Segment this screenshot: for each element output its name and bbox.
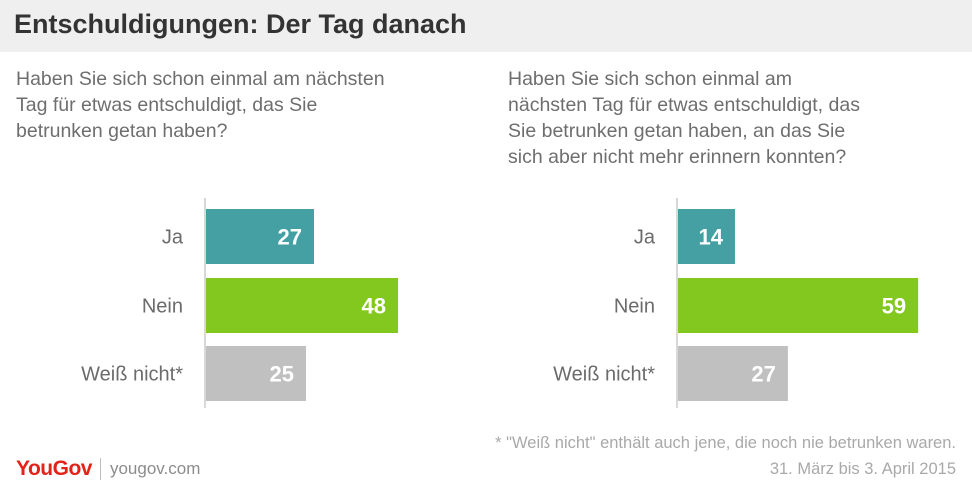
footnote: * "Weiß nicht" enthält auch jene, die no…: [495, 434, 956, 452]
category-label: Weiß nicht*: [553, 364, 655, 386]
data-label: 27: [278, 225, 302, 250]
category-label: Weiß nicht*: [81, 364, 183, 386]
question-left: Haben Sie sich schon einmal am nächsten …: [16, 68, 385, 142]
question-right: Haben Sie sich schon einmal am nächsten …: [508, 68, 860, 168]
bar: [206, 346, 306, 401]
bar: [678, 209, 735, 264]
category-label: Ja: [634, 227, 656, 249]
data-label: 59: [882, 294, 906, 319]
data-label: 14: [698, 225, 723, 250]
category-label: Nein: [142, 296, 183, 318]
brand: YouGov yougov.com: [16, 454, 200, 484]
bar: [206, 209, 314, 264]
yougov-logo: YouGov: [16, 457, 92, 480]
brand-url: yougov.com: [109, 459, 201, 478]
bar: [206, 278, 398, 333]
bar: [678, 278, 919, 333]
category-label: Nein: [614, 296, 655, 318]
brand-divider: [99, 458, 101, 480]
page-title: Entschuldigungen: Der Tag danach: [14, 9, 467, 39]
bar: [678, 346, 788, 401]
data-label: 48: [362, 294, 386, 319]
data-label: 27: [751, 362, 775, 387]
data-label: 25: [270, 362, 294, 387]
title-bar: Entschuldigungen: Der Tag danach: [0, 0, 972, 52]
category-label: Ja: [162, 227, 184, 249]
date-range: 31. März bis 3. April 2015: [769, 460, 956, 478]
